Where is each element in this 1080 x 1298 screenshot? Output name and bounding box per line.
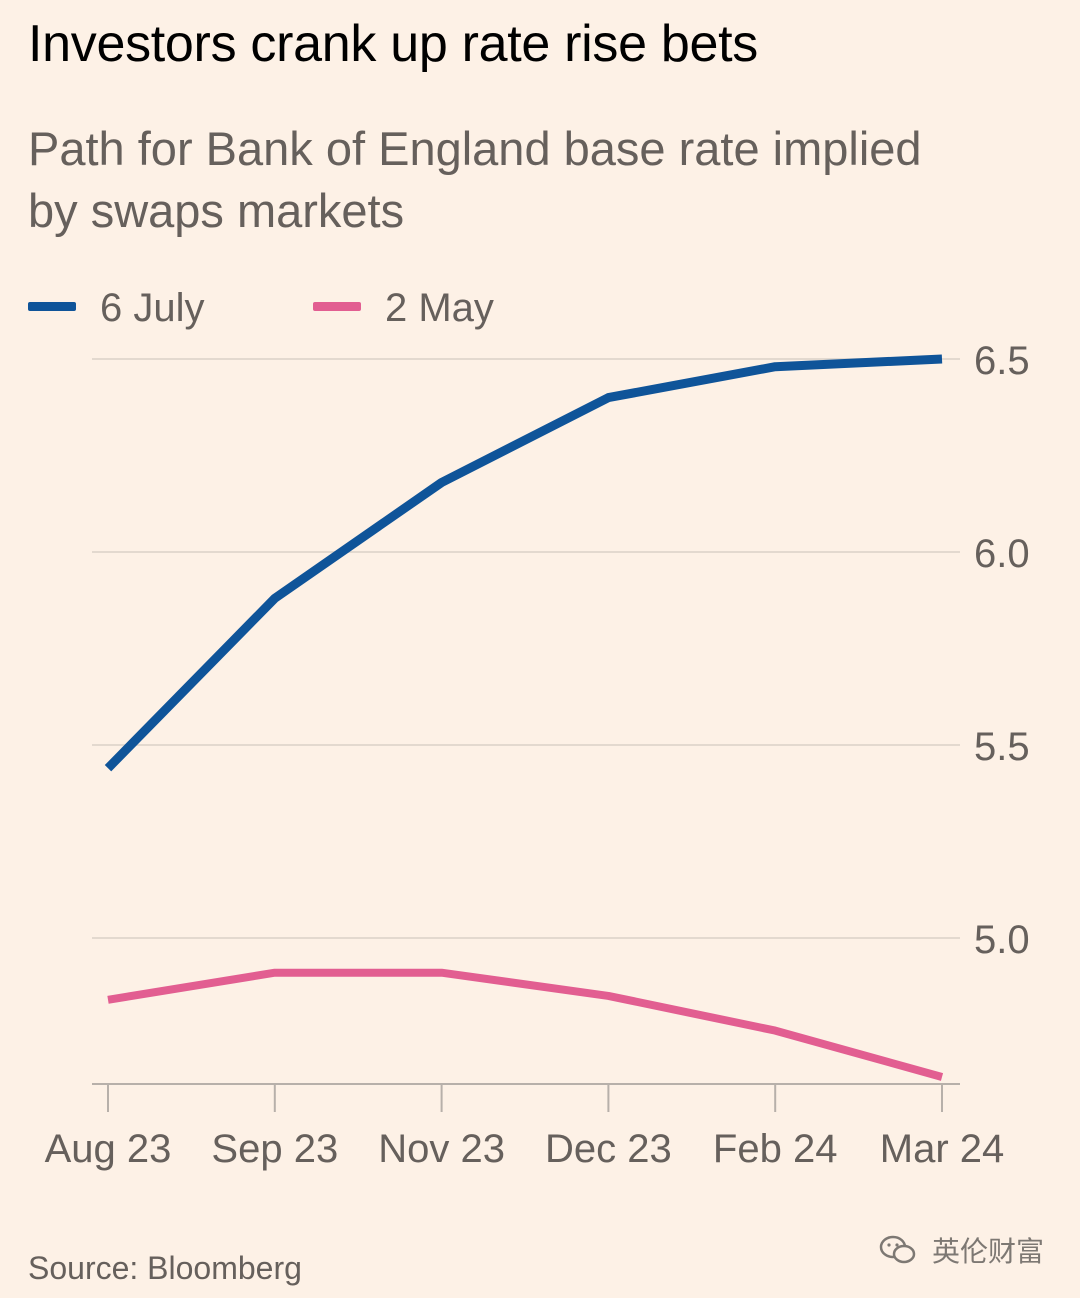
line-chart: 6.5 6.0 5.5 5.0 Aug 23 Sep 23 Nov 23 Dec 23 Feb … xyxy=(45,339,1030,1171)
legend-label-2-may: 2 May xyxy=(385,286,494,330)
y-tick-label: 5.0 xyxy=(974,918,1030,962)
x-tick-label: Nov 23 xyxy=(378,1127,505,1171)
y-tick-label: 6.0 xyxy=(974,532,1030,576)
legend-swatch-6-july xyxy=(28,302,76,311)
source-note: Source: Bloomberg xyxy=(28,1250,302,1286)
x-tick-label: Aug 23 xyxy=(45,1127,172,1171)
chart-title: Investors crank up rate rise bets xyxy=(28,15,758,73)
watermark: 英伦财富 xyxy=(878,1230,1044,1270)
chart-subtitle: Path for Bank of England base rate impli… xyxy=(28,122,922,237)
legend-label-6-july: 6 July xyxy=(100,286,205,330)
legend-swatch-2-may xyxy=(313,302,361,311)
x-tick-label: Sep 23 xyxy=(211,1127,338,1171)
x-tick-label: Dec 23 xyxy=(545,1127,672,1171)
y-tick-label: 5.5 xyxy=(974,725,1030,769)
series-line-6-july xyxy=(104,354,943,772)
series-line-2-may xyxy=(107,968,944,1081)
x-tick-label: Feb 24 xyxy=(713,1127,838,1171)
y-tick-label: 6.5 xyxy=(974,339,1030,383)
x-tick-label: Mar 24 xyxy=(880,1127,1005,1171)
watermark-text: 英伦财富 xyxy=(931,1236,1044,1267)
wechat-icon xyxy=(879,1235,916,1264)
